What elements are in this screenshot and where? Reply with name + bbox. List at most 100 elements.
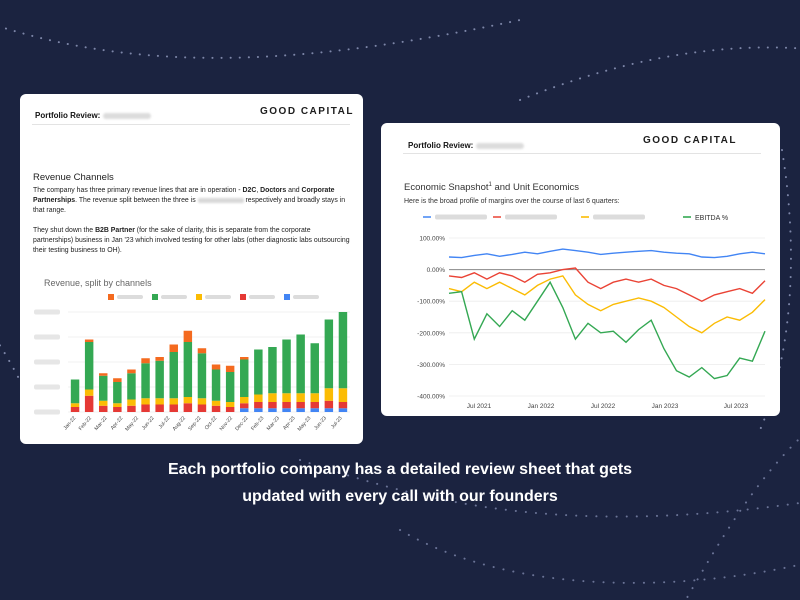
bar-segment — [211, 369, 221, 401]
bar-segment — [282, 408, 291, 412]
x-tick-label: Dec-22 — [234, 415, 249, 432]
bar-segment — [197, 348, 207, 354]
x-tick-label: Aug-22 — [172, 415, 187, 432]
bar-segment — [127, 405, 136, 412]
bar-segment — [127, 369, 136, 374]
portfolio-review-label: Portfolio Review: — [408, 141, 525, 150]
y-tick-label: -400.00% — [417, 394, 445, 401]
bar-segment — [127, 373, 136, 400]
bar-segment — [183, 342, 193, 397]
portfolio-review-label: Portfolio Review: — [35, 111, 152, 120]
bar-segment — [225, 402, 235, 407]
bar-segment — [282, 402, 291, 409]
margins-line-chart: EBITDA % 100.00% 0.00% -100.00% -200.00% -300… — [417, 214, 766, 410]
x-tick-label: Jan 2022 — [528, 403, 555, 410]
bar-segment — [99, 400, 108, 406]
series-line — [448, 267, 766, 302]
bar-segment — [169, 344, 178, 352]
header-divider — [32, 124, 350, 125]
blurred-y-tick — [34, 409, 60, 415]
bar-segment — [254, 349, 263, 395]
legend-label-redacted — [117, 295, 143, 299]
legend-swatch — [152, 294, 158, 300]
economic-snapshot-card: Portfolio Review: GOOD CAPITAL Economic … — [381, 123, 780, 416]
bar-segment — [84, 395, 94, 412]
bar-segment — [268, 347, 277, 394]
x-tick-label: Jul 2023 — [724, 403, 749, 410]
legend-label-redacted — [249, 295, 275, 299]
bar-segment — [211, 405, 221, 412]
bar-segment — [240, 359, 249, 397]
bar-segment — [338, 408, 348, 412]
bar-segment — [141, 398, 150, 405]
bar-segment — [268, 402, 277, 409]
series-line — [448, 248, 766, 259]
bar-segment — [169, 404, 178, 412]
bar-segment — [338, 388, 348, 402]
bar-segment — [240, 357, 249, 360]
x-tick-label: Apr-23 — [282, 415, 297, 431]
bar-segment — [310, 393, 319, 402]
bar-segment — [155, 360, 164, 399]
bar-segment — [99, 375, 108, 401]
bar-segment — [141, 363, 150, 399]
legend-label-redacted — [435, 214, 487, 220]
x-tick-label: May-23 — [297, 415, 313, 432]
bar-segment — [225, 365, 235, 372]
good-capital-logo: GOOD CAPITAL — [260, 106, 354, 117]
snapshot-subtitle: Here is the broad profile of margins ove… — [404, 198, 620, 205]
bar-segment — [99, 373, 108, 376]
bar-segment — [338, 402, 348, 409]
bar-segment — [254, 402, 263, 409]
bar-segment — [296, 334, 305, 394]
x-tick-label: Mar-22 — [94, 415, 109, 432]
bar-segment — [211, 364, 221, 370]
legend-label-redacted — [205, 295, 231, 299]
bar-segment — [70, 403, 80, 407]
bar-segment — [113, 403, 122, 407]
revenue-chart-title: Revenue, split by channels — [44, 278, 152, 288]
bar-segment — [197, 404, 207, 412]
bar-segment — [99, 405, 108, 412]
bar-segment — [197, 353, 207, 399]
bar-segment — [324, 319, 334, 389]
legend-label-ebitda: EBITDA % — [695, 215, 728, 222]
legend-label-redacted — [593, 214, 645, 220]
revenue-review-card: Portfolio Review: GOOD CAPITAL Revenue C… — [20, 94, 363, 444]
legend-swatch — [240, 294, 246, 300]
x-tick-label: Jul-23 — [330, 415, 344, 430]
bar-segment — [113, 378, 122, 382]
legend-label-redacted — [505, 214, 557, 220]
bar-segment — [155, 404, 164, 412]
bar-segment — [113, 382, 122, 404]
x-tick-label: Feb-22 — [78, 415, 93, 432]
bar-segment — [169, 398, 178, 405]
bar-segment — [183, 397, 193, 404]
bar-segment — [240, 403, 249, 409]
section-title: Revenue Channels — [33, 172, 114, 183]
good-capital-logo: GOOD CAPITAL — [643, 135, 737, 146]
blurred-y-tick — [34, 384, 60, 390]
blurred-y-tick — [34, 309, 60, 315]
x-tick-label: Sep-22 — [187, 415, 202, 432]
blurred-y-tick — [34, 334, 60, 340]
caption-line-2: updated with every call with our founder… — [242, 488, 558, 505]
bar-segment — [70, 379, 80, 404]
legend-label-redacted — [293, 295, 319, 299]
bar-segment — [141, 404, 150, 412]
legend-swatch — [108, 294, 114, 300]
bar-segment — [141, 358, 150, 364]
bar-segment — [296, 393, 305, 402]
x-tick-label: Nov-22 — [219, 415, 234, 432]
header-divider — [403, 153, 761, 154]
x-tick-label: Jun-23 — [313, 415, 328, 431]
x-tick-label: Jul 2022 — [591, 403, 616, 410]
bar-segment — [324, 400, 334, 409]
bar-segment — [338, 312, 348, 389]
bar-segment — [155, 398, 164, 405]
x-tick-label: Jan 2023 — [652, 403, 679, 410]
bar-segment — [268, 393, 277, 402]
x-tick-label: Jun-22 — [141, 415, 156, 431]
bar-segment — [254, 394, 263, 402]
bar-segment — [197, 398, 207, 405]
